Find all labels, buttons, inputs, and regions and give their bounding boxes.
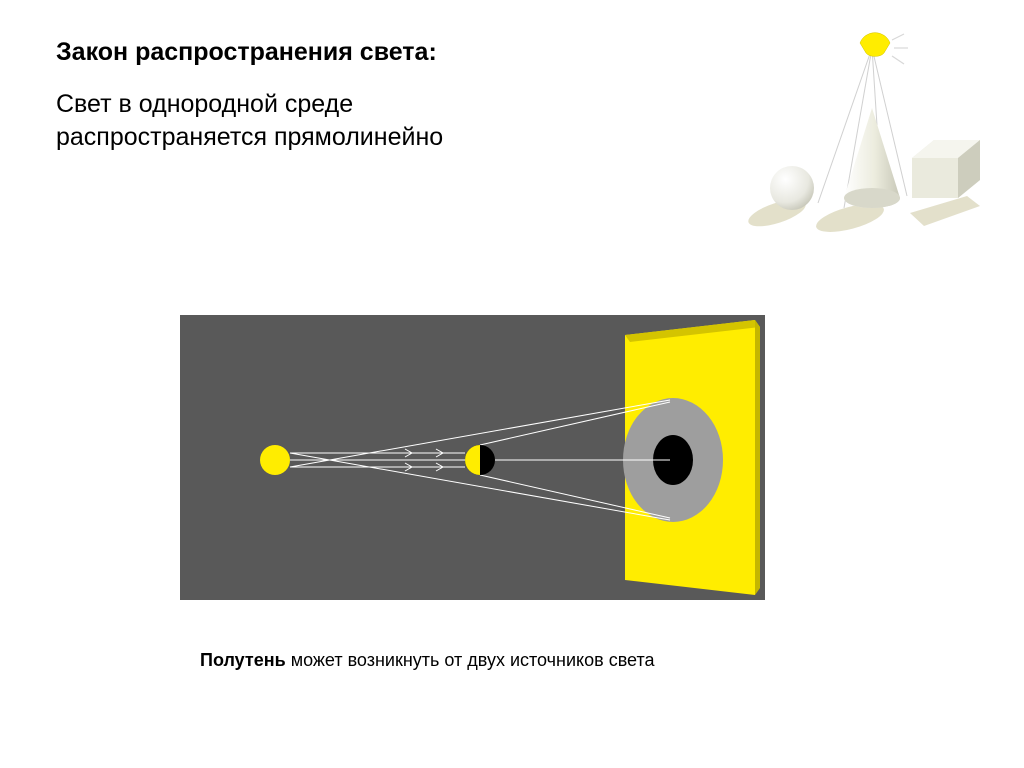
cuboid-icon <box>912 140 980 198</box>
obstacle-sphere <box>465 445 495 475</box>
page-title: Закон распространения света: <box>56 38 437 67</box>
caption-rest: может возникнуть от двух источников свет… <box>286 650 655 670</box>
shapes-scene <box>722 18 982 233</box>
page-subtitle: Свет в однородной среде распространяется… <box>56 88 556 153</box>
lamp-icon <box>860 33 908 64</box>
caption-bold: Полутень <box>200 650 286 670</box>
diagram-caption: Полутень может возникнуть от двух источн… <box>200 650 655 671</box>
penumbra-diagram <box>180 315 765 600</box>
light-source <box>260 445 290 475</box>
sphere-icon <box>770 166 814 210</box>
